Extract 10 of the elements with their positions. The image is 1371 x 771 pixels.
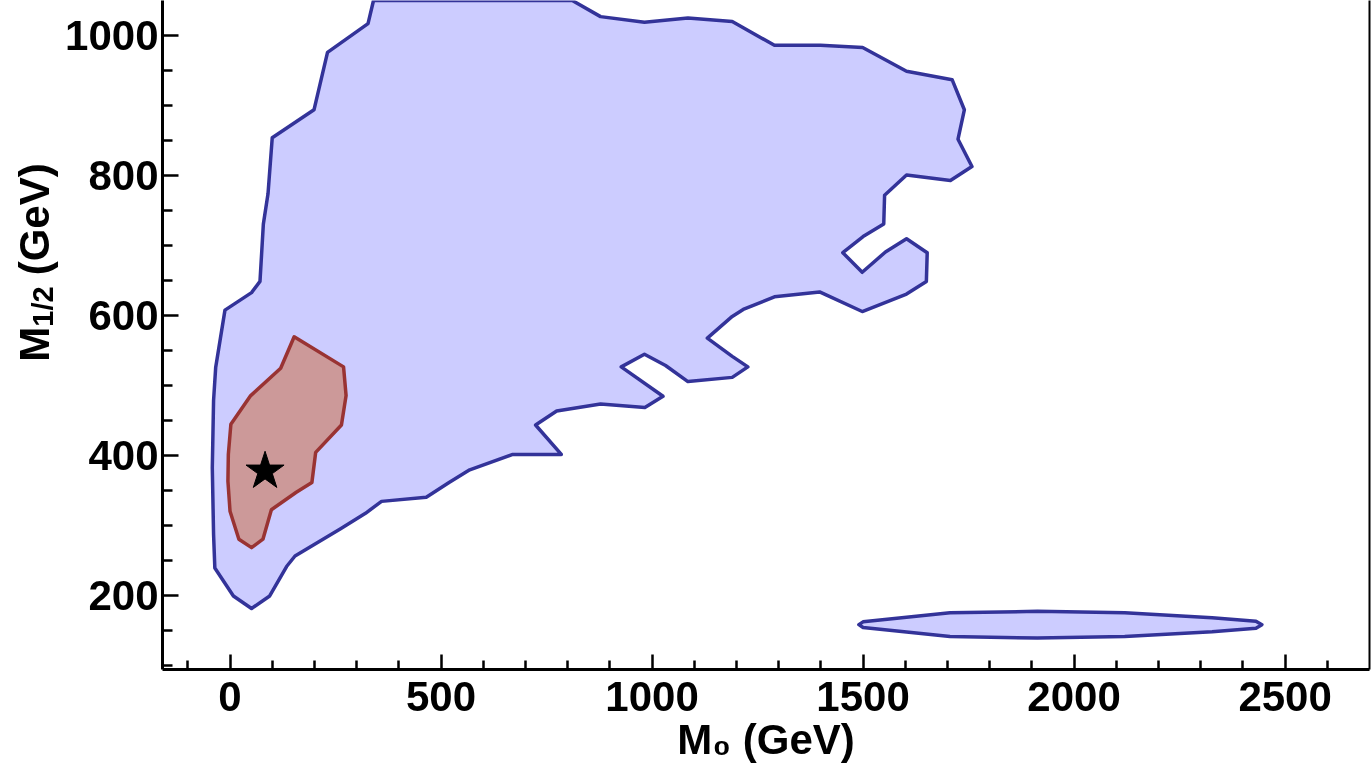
- y-tick-label: 800: [88, 152, 159, 200]
- x-tick-label: 500: [406, 672, 477, 720]
- x-tick-label: 0: [218, 672, 242, 720]
- x-tick-label: 2500: [1238, 672, 1332, 720]
- y-tick-label: 200: [88, 572, 159, 620]
- y-tick-label: 1000: [65, 12, 159, 60]
- y-tick-label: 400: [88, 432, 159, 480]
- y-axis-title: M1/2 (GeV): [11, 163, 59, 362]
- x-tick-label: 2000: [1027, 672, 1121, 720]
- y-tick-label: 600: [88, 292, 159, 340]
